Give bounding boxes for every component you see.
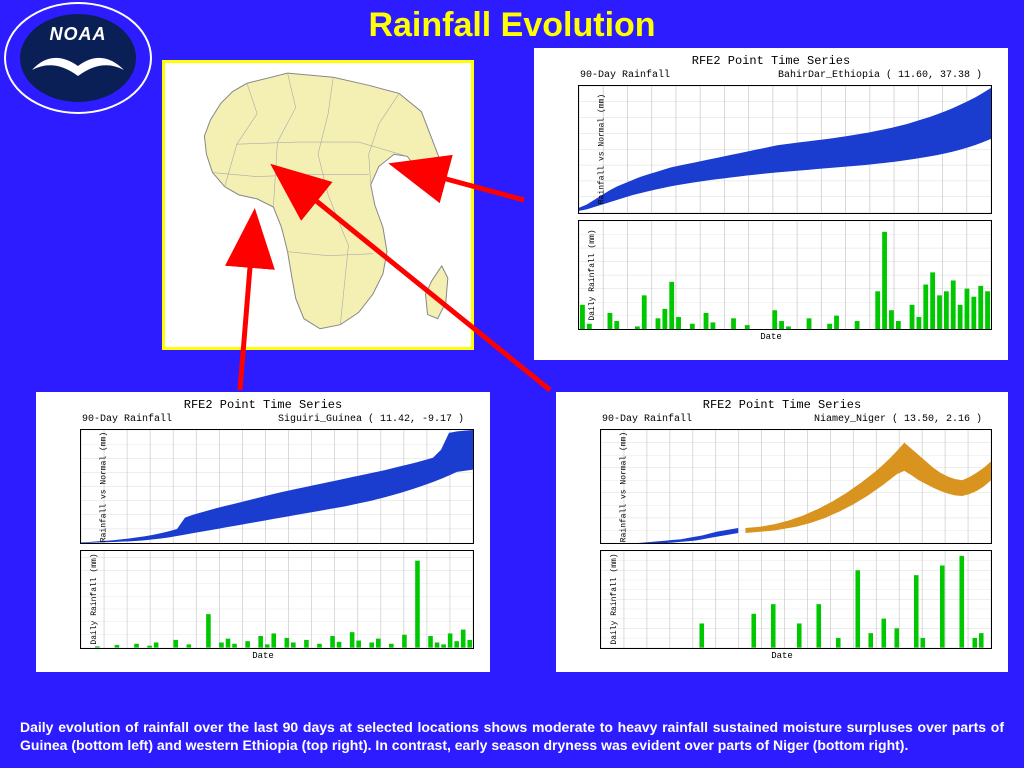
area-subchart: Rainfall vs Normal (mm): [578, 85, 992, 214]
chart-subtitle-right: Niamey_Niger ( 13.50, 2.16 ): [814, 414, 982, 425]
caption-text: Daily evolution of rainfall over the las…: [20, 718, 1004, 754]
bar-subchart: Daily Rainfall (mm): [578, 220, 992, 330]
chart-subtitle-left: 90-Day Rainfall: [602, 414, 692, 425]
chart-title: RFE2 Point Time Series: [540, 54, 1002, 68]
chart-title: RFE2 Point Time Series: [562, 398, 1002, 412]
chart-niger: RFE2 Point Time Series 90-Day Rainfall N…: [556, 392, 1008, 672]
bar-subchart: Daily Rainfall (mm): [80, 550, 474, 649]
y-axis-label: Daily Rainfall (mm): [610, 554, 619, 645]
chart-subtitle-right: BahirDar_Ethiopia ( 11.60, 37.38 ): [778, 70, 982, 81]
y-axis-label: Rainfall vs Normal (mm): [100, 431, 109, 541]
x-axis-label: Date: [42, 651, 484, 661]
y-axis-label: Rainfall vs Normal (mm): [598, 94, 607, 204]
chart-ethiopia: RFE2 Point Time Series 90-Day Rainfall B…: [534, 48, 1008, 360]
y-axis-label: Rainfall vs Normal (mm): [620, 431, 629, 541]
chart-title: RFE2 Point Time Series: [42, 398, 484, 412]
x-axis-label: Date: [562, 651, 1002, 661]
page-title: Rainfall Evolution: [0, 6, 1024, 45]
noaa-logo: NOAA: [4, 2, 152, 114]
chart-subtitle-left: 90-Day Rainfall: [580, 70, 670, 81]
area-subchart: Rainfall vs Normal (mm): [600, 429, 992, 544]
africa-map: [162, 60, 474, 350]
bar-subchart: Daily Rainfall (mm): [600, 550, 992, 649]
x-axis-label: Date: [540, 332, 1002, 342]
area-subchart: Rainfall vs Normal (mm): [80, 429, 474, 544]
y-axis-label: Daily Rainfall (mm): [588, 229, 597, 320]
noaa-logo-text: NOAA: [50, 24, 107, 45]
chart-subtitle-right: Siguiri_Guinea ( 11.42, -9.17 ): [278, 414, 464, 425]
chart-guinea: RFE2 Point Time Series 90-Day Rainfall S…: [36, 392, 490, 672]
chart-subtitle-left: 90-Day Rainfall: [82, 414, 172, 425]
y-axis-label: Daily Rainfall (mm): [90, 554, 99, 645]
